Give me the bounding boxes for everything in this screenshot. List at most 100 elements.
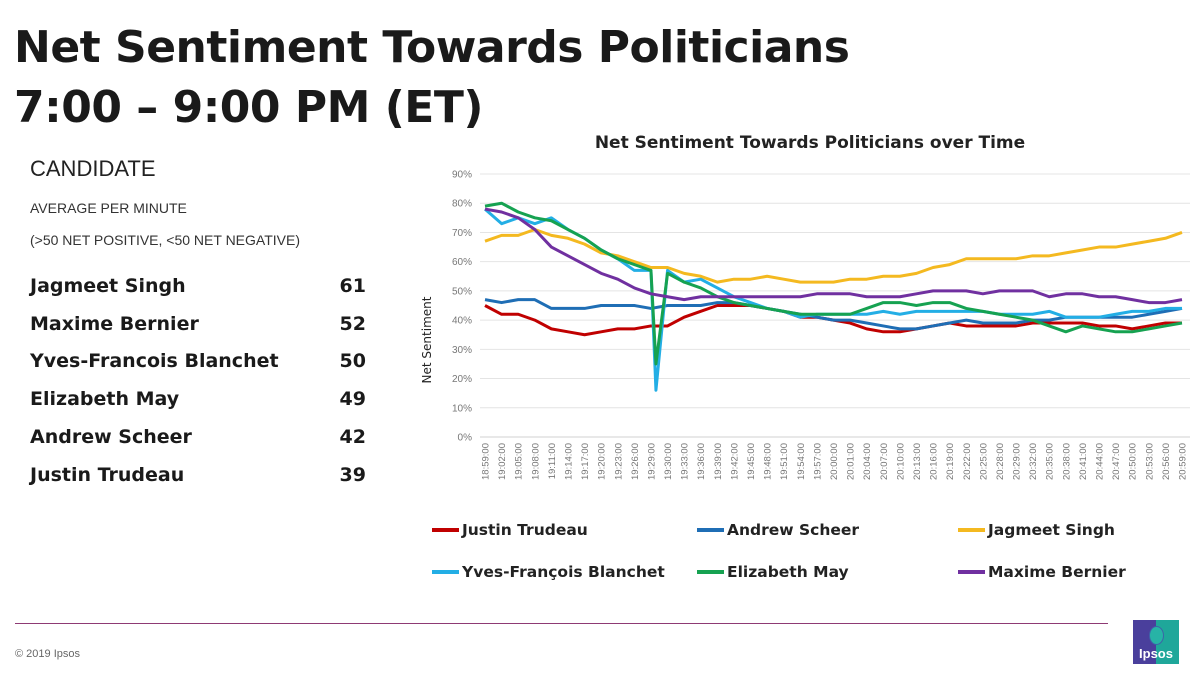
- slide-title: Net Sentiment Towards Politicians 7:00 –…: [14, 18, 850, 138]
- y-tick-label: 50%: [452, 286, 472, 297]
- candidate-row: Andrew Scheer 42: [30, 426, 366, 448]
- series-line: [484, 207, 1183, 305]
- candidate-row: Justin Trudeau 39: [30, 464, 366, 486]
- x-tick-label: 20:28:00: [995, 443, 1006, 480]
- series-line: [484, 207, 1182, 392]
- x-tick-label: 19:45:00: [746, 443, 757, 480]
- candidate-name: Maxime Bernier: [30, 313, 199, 335]
- legend-label: Maxime Bernier: [988, 563, 1126, 581]
- candidate-score: 50: [339, 350, 366, 372]
- legend-label: Andrew Scheer: [727, 521, 860, 539]
- x-tick-label: 19:08:00: [530, 443, 541, 480]
- legend-item: Elizabeth May: [697, 563, 849, 581]
- x-tick-label: 19:57:00: [812, 443, 823, 480]
- legend-label: Justin Trudeau: [462, 521, 588, 539]
- x-tick-label: 20:01:00: [846, 443, 857, 480]
- candidate-row: Maxime Bernier 52: [30, 313, 366, 335]
- x-tick-label: 20:59:00: [1178, 443, 1189, 480]
- x-tick-label: 20:07:00: [879, 443, 890, 480]
- x-tick-label: 19:17:00: [580, 443, 591, 480]
- legend-label: Elizabeth May: [727, 563, 849, 581]
- x-tick-label: 19:23:00: [613, 443, 624, 480]
- candidate-row: Jagmeet Singh 61: [30, 275, 366, 297]
- x-tick-label: 20:56:00: [1161, 443, 1172, 480]
- candidate-score: 52: [339, 313, 366, 335]
- y-tick-label: 20%: [452, 374, 472, 385]
- y-axis-label: Net Sentiment: [420, 296, 434, 383]
- series-line: [484, 228, 1183, 284]
- candidate-name: Justin Trudeau: [30, 464, 185, 486]
- candidate-name: Andrew Scheer: [30, 426, 192, 448]
- x-tick-label: 20:16:00: [929, 443, 940, 480]
- legend-swatch: [958, 570, 985, 574]
- legend-swatch: [697, 528, 724, 532]
- copyright: © 2019 Ipsos: [15, 648, 80, 660]
- chart-title: Net Sentiment Towards Politicians over T…: [594, 133, 1026, 153]
- x-tick-label: 20:19:00: [945, 443, 956, 480]
- x-tick-label: 20:41:00: [1078, 443, 1089, 480]
- x-tick-label: 19:29:00: [646, 443, 657, 480]
- x-tick-label: 20:22:00: [962, 443, 973, 480]
- legend-swatch: [432, 528, 459, 532]
- candidate-score: 42: [339, 426, 366, 448]
- x-tick-label: 20:47:00: [1111, 443, 1122, 480]
- x-tick-label: 19:05:00: [514, 443, 525, 480]
- average-note: (>50 NET POSITIVE, <50 NET NEGATIVE): [30, 232, 300, 248]
- candidate-name: Yves-Francois Blanchet: [30, 350, 279, 372]
- candidate-score: 49: [339, 388, 366, 410]
- x-tick-label: 19:26:00: [630, 443, 641, 480]
- candidate-row: Elizabeth May 49: [30, 388, 366, 410]
- x-tick-label: 20:00:00: [829, 443, 840, 480]
- x-tick-label: 20:25:00: [978, 443, 989, 480]
- legend-label: Jagmeet Singh: [988, 521, 1115, 539]
- legend-label: Yves-François Blanchet: [462, 563, 665, 581]
- y-tick-label: 70%: [452, 228, 472, 239]
- footer-divider: [15, 623, 1108, 624]
- x-tick-label: 19:20:00: [597, 443, 608, 480]
- x-tick-label: 19:48:00: [763, 443, 774, 480]
- series-line: [484, 201, 1183, 366]
- y-tick-label: 60%: [452, 257, 472, 268]
- x-tick-label: 19:30:00: [663, 443, 674, 480]
- x-tick-label: 19:11:00: [547, 443, 558, 479]
- x-tick-label: 20:50:00: [1128, 443, 1139, 480]
- legend-item: Jagmeet Singh: [958, 521, 1115, 539]
- x-tick-label: 18:59:00: [481, 443, 492, 480]
- y-tick-label: 0%: [458, 433, 473, 444]
- x-tick-label: 19:33:00: [680, 443, 691, 480]
- x-tick-label: 20:38:00: [1061, 443, 1072, 480]
- title-line-1: Net Sentiment Towards Politicians: [14, 22, 850, 73]
- candidate-score: 61: [339, 275, 366, 297]
- title-line-2: 7:00 – 9:00 PM (ET): [14, 82, 483, 133]
- average-label: AVERAGE PER MINUTE: [30, 200, 187, 216]
- candidate-name: Jagmeet Singh: [30, 275, 186, 297]
- logo-head-icon: [1149, 626, 1164, 645]
- ipsos-logo: Ipsos: [1133, 620, 1179, 664]
- legend-swatch: [697, 570, 724, 574]
- x-tick-label: 19:14:00: [563, 443, 574, 480]
- x-tick-label: 19:39:00: [713, 443, 724, 480]
- legend-swatch: [432, 570, 459, 574]
- x-tick-label: 19:02:00: [497, 443, 508, 480]
- legend-swatch: [958, 528, 985, 532]
- x-tick-label: 19:42:00: [729, 443, 740, 480]
- candidate-row: Yves-Francois Blanchet 50: [30, 350, 366, 372]
- y-tick-label: 40%: [452, 316, 472, 327]
- logo-text: Ipsos: [1139, 646, 1173, 661]
- y-tick-label: 10%: [452, 403, 472, 414]
- y-tick-label: 90%: [452, 170, 472, 181]
- x-tick-label: 19:36:00: [696, 443, 707, 480]
- x-tick-label: 20:29:00: [1012, 443, 1023, 480]
- y-tick-label: 30%: [452, 345, 472, 356]
- x-tick-label: 20:53:00: [1144, 443, 1155, 480]
- x-tick-label: 20:13:00: [912, 443, 923, 480]
- x-tick-label: 20:44:00: [1095, 443, 1106, 480]
- x-tick-label: 19:51:00: [779, 443, 790, 480]
- x-tick-label: 20:04:00: [862, 443, 873, 480]
- x-tick-label: 20:10:00: [895, 443, 906, 480]
- candidate-name: Elizabeth May: [30, 388, 180, 410]
- legend-item: Justin Trudeau: [432, 521, 588, 539]
- candidate-header: CANDIDATE: [30, 156, 156, 181]
- legend-item: Andrew Scheer: [697, 521, 859, 539]
